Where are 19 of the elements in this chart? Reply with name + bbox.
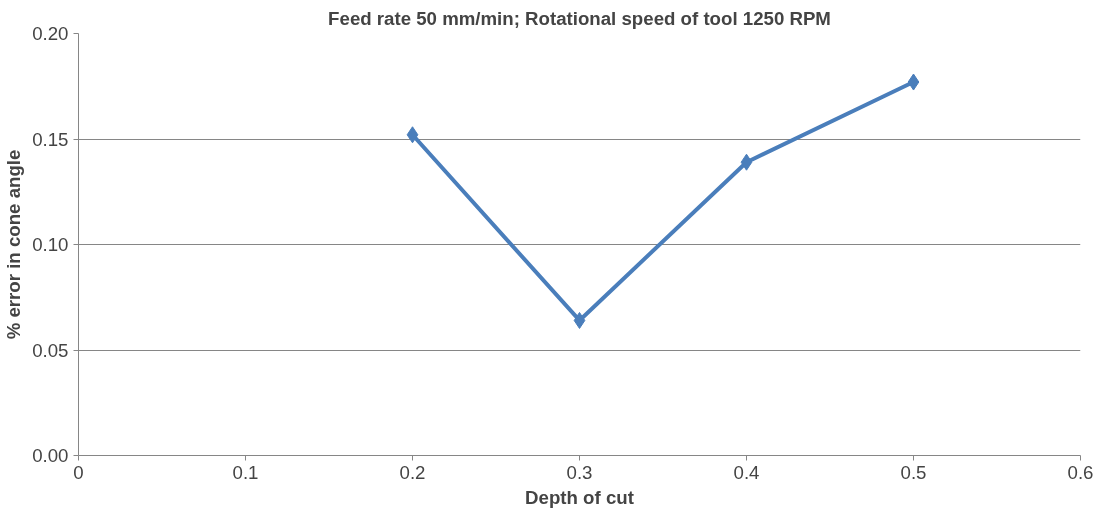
y-tick-label: 0.15: [32, 128, 69, 150]
y-tick-label: 0.10: [32, 234, 69, 255]
point: [406, 126, 419, 144]
y-tick-label: 0.20: [32, 23, 69, 44]
point: [573, 311, 586, 329]
x-tick-label: 0: [73, 461, 84, 483]
point: [740, 153, 753, 171]
chart-title: Feed rate 50 mm/min; Rotational speed of tool 1250 RPM: [328, 7, 831, 29]
x-tick-label: 0.3: [566, 461, 593, 483]
y-tick-label: 0.00: [32, 445, 69, 466]
x-tick-label: 0.5: [900, 461, 927, 483]
point: [907, 73, 920, 91]
x-tick-label: 0.2: [399, 461, 426, 483]
x-tick-label: 0.6: [1067, 461, 1094, 483]
x-axis-title: Depth of cut: [525, 486, 634, 508]
x-tick-label: 0.1: [232, 461, 259, 483]
y-axis-title: % error in cone angle: [3, 149, 25, 340]
y-tick-label: 0.05: [32, 339, 69, 361]
x-tick-label: 0.4: [733, 461, 760, 483]
